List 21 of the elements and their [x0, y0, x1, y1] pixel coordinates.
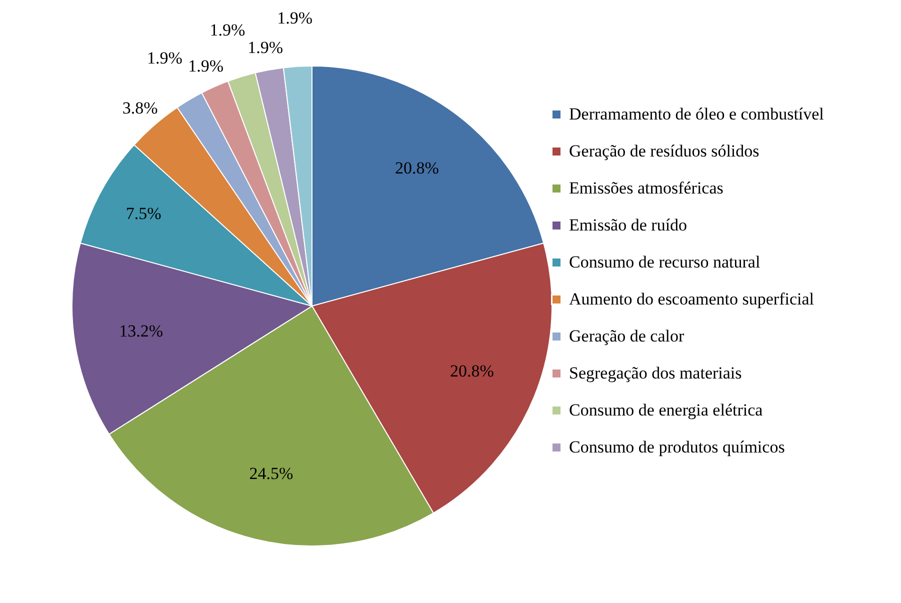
data-label: 1.9% — [248, 38, 284, 58]
data-label: 20.8% — [450, 361, 494, 380]
data-label: 24.5% — [249, 464, 294, 483]
data-label: 7.5% — [126, 204, 162, 223]
data-label: 1.9% — [188, 56, 224, 76]
legend-label: Segregação dos materiais — [569, 364, 742, 382]
data-label: 20.8% — [395, 158, 439, 178]
legend-label: Consumo de recurso natural — [569, 252, 760, 272]
legend-label: Emissão de ruído — [569, 216, 688, 234]
data-label: 1.9% — [147, 48, 182, 68]
data-label: 3.8% — [122, 98, 158, 118]
legend-label: Derramamento de óleo e combustível — [569, 104, 824, 124]
legend-label: Consumo de energia elétrica — [569, 400, 764, 420]
legend-label: Geração de calor — [569, 326, 684, 346]
data-label: 13.2% — [119, 322, 164, 341]
data-label: 1.9% — [210, 20, 246, 40]
legend-label: Geração de resíduos sólidos — [569, 142, 760, 160]
legend-label: Emissões atmosféricas — [569, 178, 724, 198]
legend-label: Aumento do escoamento superficial — [569, 290, 814, 308]
data-label: 1.9% — [277, 8, 313, 28]
legend-label: Consumo de produtos químicos — [569, 438, 785, 456]
